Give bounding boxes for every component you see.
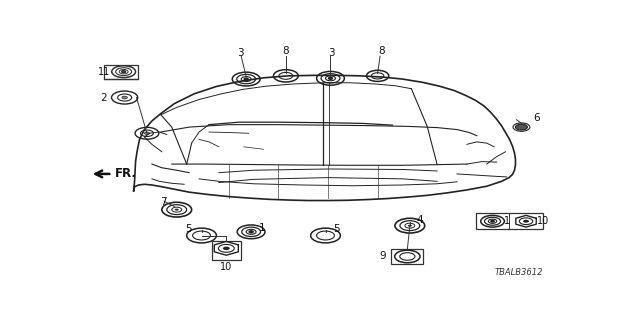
Circle shape <box>244 78 248 80</box>
Circle shape <box>249 231 253 233</box>
Text: 11: 11 <box>97 67 110 77</box>
Circle shape <box>223 247 230 250</box>
Text: 10: 10 <box>220 262 232 272</box>
Circle shape <box>122 96 127 99</box>
Text: 3: 3 <box>328 48 335 58</box>
Bar <box>104 65 138 79</box>
Bar <box>212 241 241 260</box>
Text: TBALB3612: TBALB3612 <box>495 268 543 277</box>
Text: 3: 3 <box>237 48 244 58</box>
Text: 1: 1 <box>504 216 509 226</box>
Text: FR.: FR. <box>115 167 137 180</box>
Text: 8: 8 <box>378 46 385 56</box>
Circle shape <box>523 220 529 223</box>
Circle shape <box>122 71 125 73</box>
Circle shape <box>328 77 332 79</box>
Text: 7: 7 <box>160 196 166 206</box>
Text: 10: 10 <box>537 216 549 226</box>
Circle shape <box>145 132 150 134</box>
Circle shape <box>491 220 494 222</box>
Text: 4: 4 <box>417 215 423 225</box>
Text: 5: 5 <box>333 224 340 234</box>
Circle shape <box>408 225 412 227</box>
Text: 9: 9 <box>380 252 387 261</box>
Circle shape <box>175 209 179 211</box>
Text: 8: 8 <box>282 46 289 56</box>
Bar <box>476 213 543 229</box>
Text: 2: 2 <box>100 92 108 102</box>
Bar <box>391 249 424 264</box>
Circle shape <box>515 124 527 130</box>
Text: 1: 1 <box>259 223 266 233</box>
Text: 6: 6 <box>533 114 540 124</box>
Text: 5: 5 <box>185 224 191 234</box>
